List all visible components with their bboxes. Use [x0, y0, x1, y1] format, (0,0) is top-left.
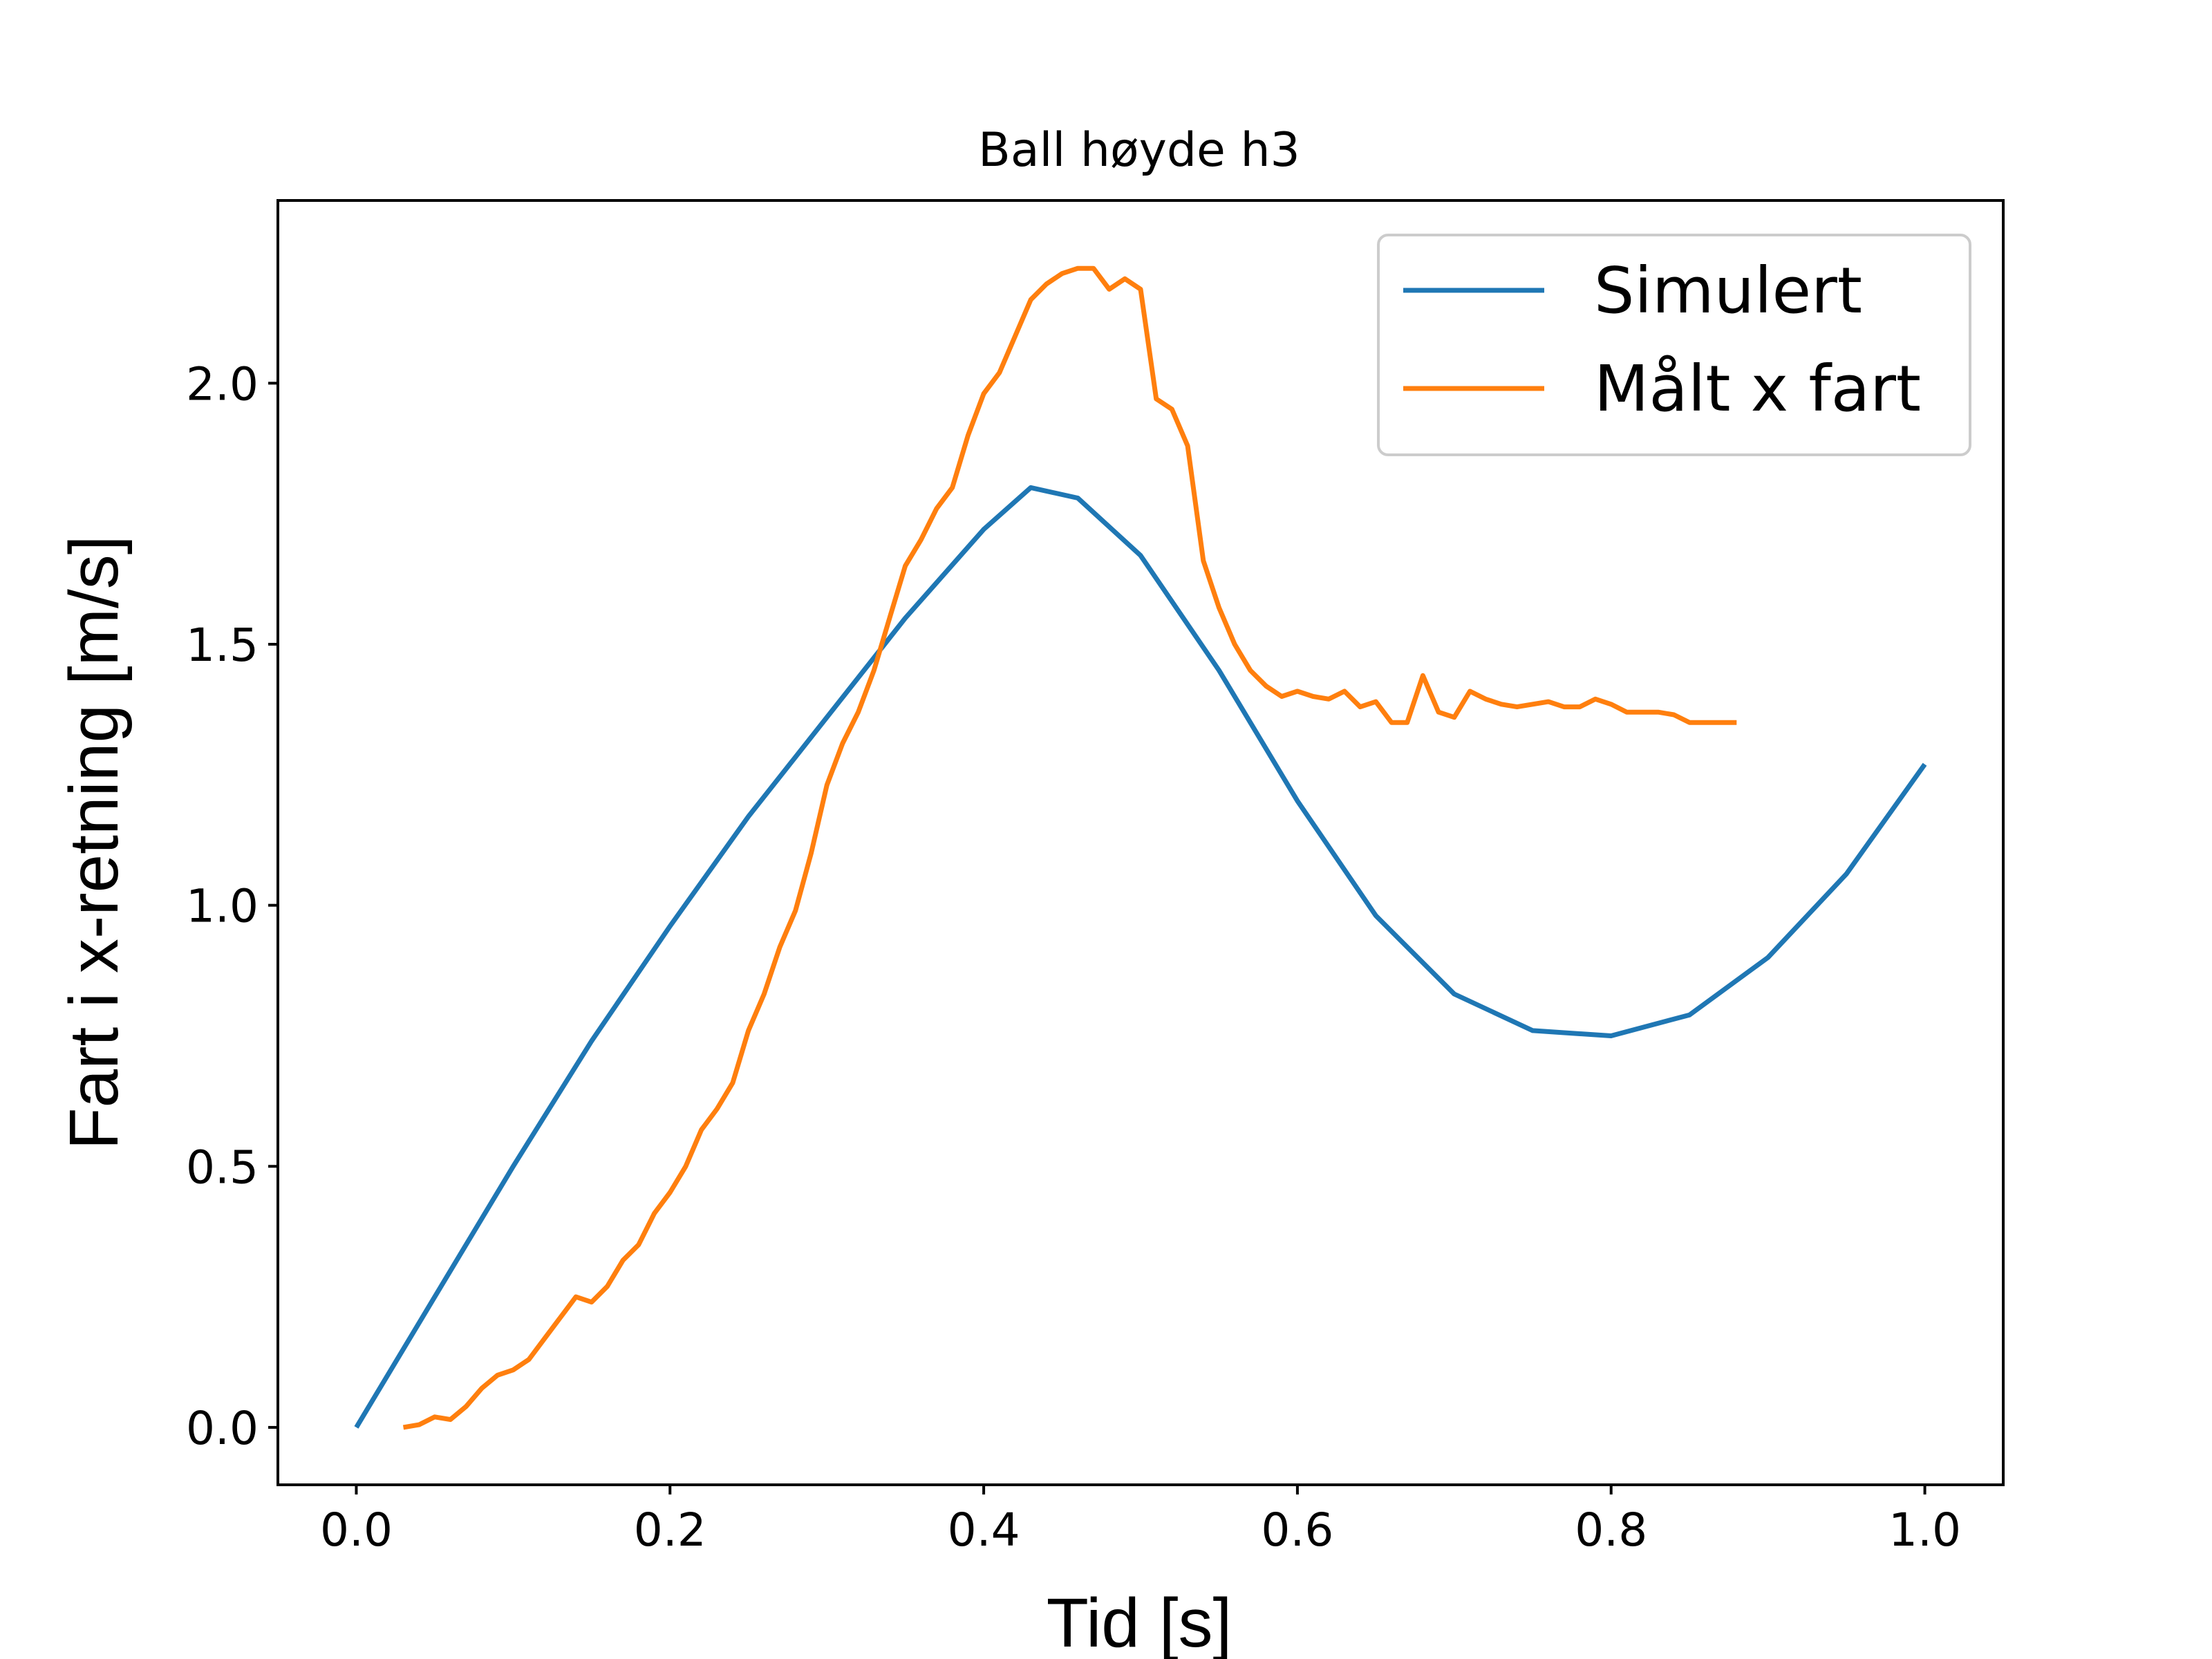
x-tick-label: 0.0 [320, 1503, 393, 1557]
y-tick-label: 1.0 [186, 880, 259, 933]
y-tick-label: 0.5 [186, 1141, 259, 1194]
x-axis: 0.0 0.2 0.4 0.6 0.8 1.0 [320, 1485, 1961, 1557]
y-tick-label: 0.0 [186, 1402, 259, 1455]
plot-frame [276, 199, 2005, 1486]
legend-label-simulert: Simulert [1594, 254, 1862, 328]
y-axis-label: Fart i x-retning [m/s] [55, 535, 133, 1150]
y-tick-label: 2.0 [186, 357, 259, 411]
series-line-simulert [354, 485, 1927, 1429]
x-tick-label: 0.4 [948, 1503, 1020, 1557]
plot-area [354, 265, 1927, 1430]
x-axis-label: Tid [s] [1047, 1584, 1232, 1659]
x-tick-label: 0.8 [1575, 1503, 1647, 1557]
x-tick-label: 0.6 [1261, 1503, 1333, 1557]
x-tick-label: 0.2 [634, 1503, 706, 1557]
y-axis: 0.0 0.5 1.0 1.5 2.0 [186, 357, 278, 1455]
legend-label-malt-x-fart: Målt x fart [1594, 352, 1921, 426]
x-tick-label: 1.0 [1888, 1503, 1961, 1557]
y-tick-label: 1.5 [186, 619, 259, 672]
series-line-malt-x-fart [402, 265, 1737, 1430]
chart-title: Ball høyde h3 [978, 123, 1300, 178]
legend: Simulert Målt x fart [1377, 234, 1971, 456]
